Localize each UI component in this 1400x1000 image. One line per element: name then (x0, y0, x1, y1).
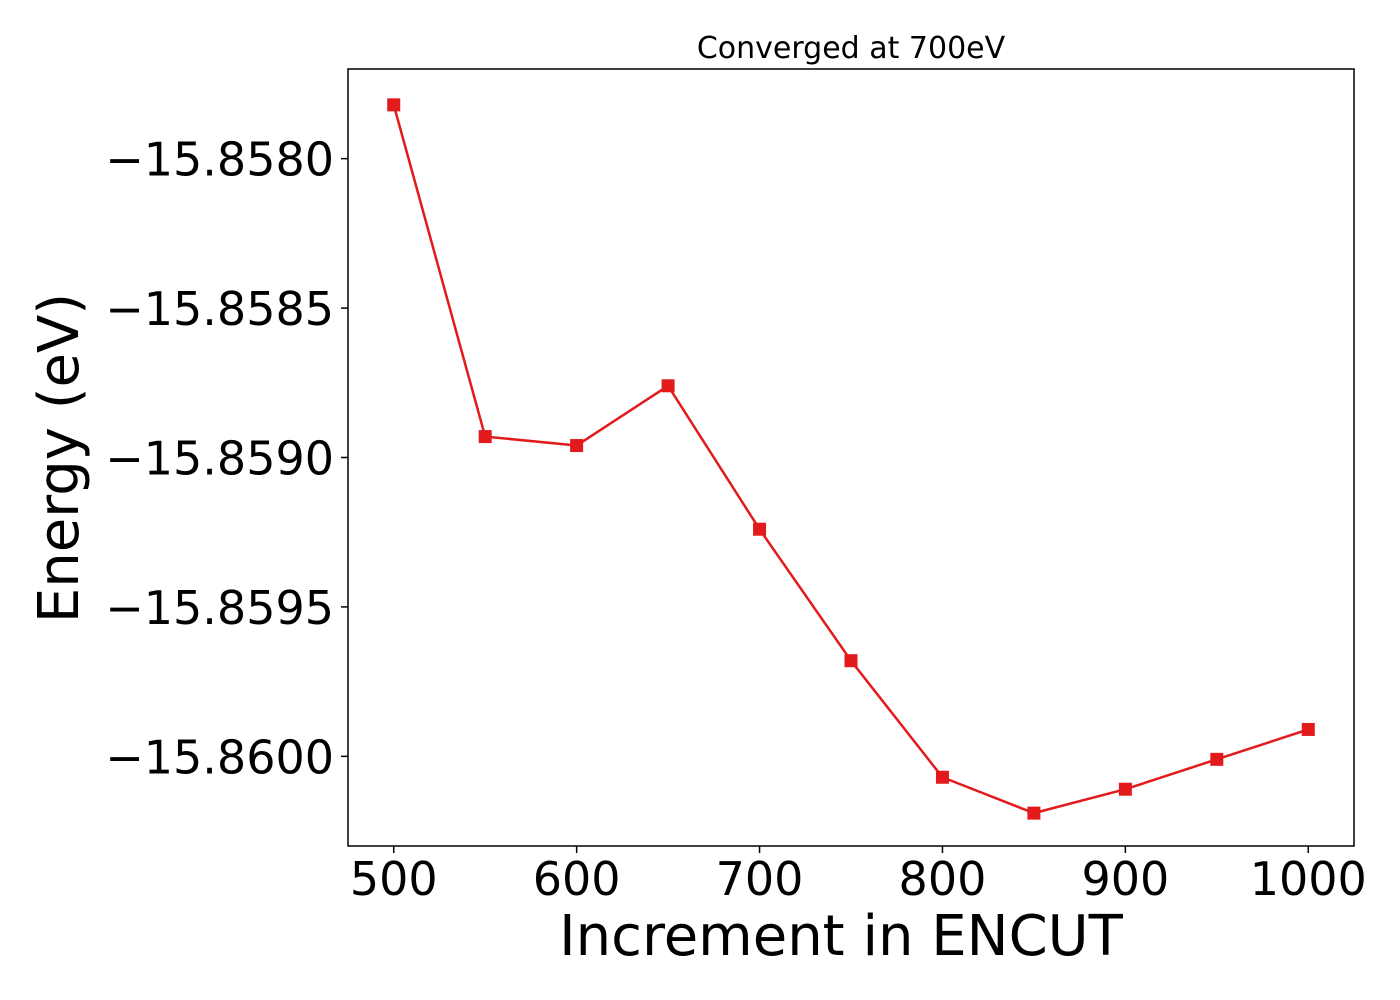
data-point-marker (844, 654, 858, 668)
y-tick-label: −15.8590 (105, 432, 334, 486)
x-tick-label: 700 (716, 852, 804, 906)
x-axis-label: Increment in ENCUT (559, 904, 1124, 969)
data-point-marker (1027, 806, 1041, 820)
y-tick-label: −15.8600 (105, 730, 334, 784)
data-point-marker (478, 430, 492, 444)
y-tick-label: −15.8580 (105, 133, 334, 187)
y-tick-label: −15.8595 (105, 581, 334, 635)
plot-area (347, 68, 1355, 847)
plot-frame (347, 68, 1355, 847)
data-point-marker (1118, 782, 1132, 796)
x-tick-label: 900 (1081, 852, 1169, 906)
series-layer (387, 98, 1315, 820)
x-tick-label: 1000 (1250, 852, 1367, 906)
y-axis-label: Energy (eV) (27, 293, 92, 623)
y-axis: −15.8580 −15.8585 −15.8590 −15.8595 −15.8600 (105, 133, 348, 784)
data-point-marker (753, 522, 767, 536)
series-line (392, 104, 1309, 815)
y-tick-label: −15.8585 (105, 282, 334, 336)
x-axis: 500 600 700 800 900 1000 (350, 846, 1367, 906)
data-point-marker (1301, 722, 1315, 736)
data-point-marker (387, 98, 401, 112)
data-point-marker (1210, 752, 1224, 766)
data-point-marker (661, 379, 675, 393)
x-tick-label: 800 (899, 852, 987, 906)
data-point-marker (935, 770, 949, 784)
chart-title: Converged at 700eV (697, 31, 1006, 66)
x-tick-label: 600 (533, 852, 621, 906)
data-point-marker (570, 439, 584, 453)
x-tick-label: 500 (350, 852, 438, 906)
